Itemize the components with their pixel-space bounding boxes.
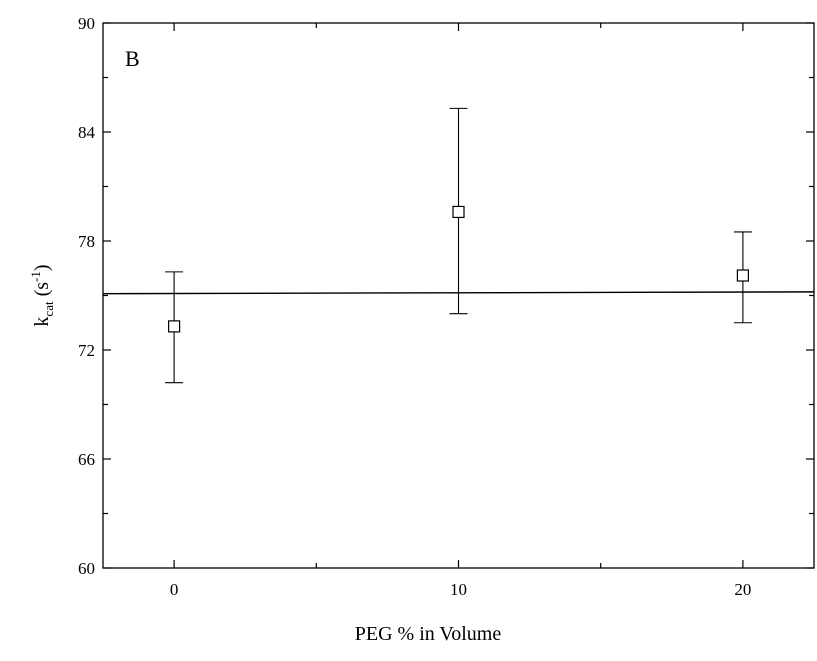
y-tick-label: 60 [78, 559, 95, 578]
x-tick-label: 0 [170, 580, 179, 599]
y-tick-label: 90 [78, 14, 95, 33]
labels: 60 66 72 78 84 90 0 10 20 B PEG % in Volume kcat (s… [28, 14, 751, 645]
data-layer [165, 107, 752, 384]
y-tick-label: 66 [78, 450, 95, 469]
panel-label: B [125, 46, 140, 71]
data-point [736, 269, 750, 282]
x-axis-title: PEG % in Volume [355, 623, 502, 645]
x-tick-label: 20 [734, 580, 751, 599]
data-point [452, 205, 465, 219]
data-point [168, 320, 181, 333]
y-axis-title: kcat (s-1) [28, 264, 56, 326]
ticks [103, 22, 814, 569]
y-tick-label: 78 [78, 232, 95, 251]
y-tick-label: 84 [78, 123, 96, 142]
x-tick-label: 10 [450, 580, 467, 599]
y-tick-label: 72 [78, 341, 95, 360]
